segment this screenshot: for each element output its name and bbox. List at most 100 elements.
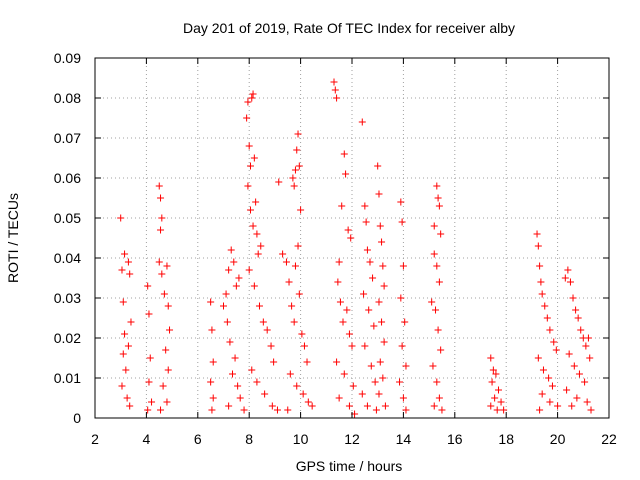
data-point bbox=[155, 258, 163, 266]
data-point bbox=[380, 282, 388, 290]
y-axis-tick-labels: 0 0.01 0.02 0.03 0.04 0.05 0.06 0.07 0.08 0.09 bbox=[54, 50, 81, 426]
data-point bbox=[568, 402, 576, 410]
data-point bbox=[297, 206, 305, 214]
data-point bbox=[230, 258, 238, 266]
data-point bbox=[293, 382, 301, 390]
data-point bbox=[434, 326, 442, 334]
data-point bbox=[119, 298, 127, 306]
data-point bbox=[573, 394, 581, 402]
data-point bbox=[245, 142, 253, 150]
data-point bbox=[340, 370, 348, 378]
data-point bbox=[270, 358, 278, 366]
data-point bbox=[158, 214, 166, 222]
data-point bbox=[492, 370, 500, 378]
data-point bbox=[586, 354, 594, 362]
data-point bbox=[587, 406, 595, 414]
data-point bbox=[362, 218, 370, 226]
data-point bbox=[118, 382, 126, 390]
data-point bbox=[379, 262, 387, 270]
data-point bbox=[374, 162, 382, 170]
data-point bbox=[381, 402, 389, 410]
data-point bbox=[581, 378, 589, 386]
data-point bbox=[231, 354, 239, 362]
data-point bbox=[548, 382, 556, 390]
data-point bbox=[435, 394, 443, 402]
data-point bbox=[253, 230, 261, 238]
data-point bbox=[366, 258, 374, 266]
data-point bbox=[437, 346, 445, 354]
data-point bbox=[121, 330, 129, 338]
data-point bbox=[537, 278, 545, 286]
data-point bbox=[375, 190, 383, 198]
data-point bbox=[279, 250, 287, 258]
data-point bbox=[249, 90, 257, 98]
data-point bbox=[574, 314, 582, 322]
data-point bbox=[253, 378, 261, 386]
data-point bbox=[437, 230, 445, 238]
data-point bbox=[160, 290, 168, 298]
data-point bbox=[378, 238, 386, 246]
data-point bbox=[331, 86, 339, 94]
data-point bbox=[225, 266, 233, 274]
x-axis-label: GPS time / hours bbox=[296, 458, 403, 474]
data-point bbox=[208, 326, 216, 334]
data-point bbox=[358, 390, 366, 398]
x-tick-label: 10 bbox=[293, 431, 309, 447]
data-point bbox=[379, 374, 387, 382]
data-point bbox=[330, 78, 338, 86]
data-point bbox=[333, 358, 341, 366]
data-point bbox=[164, 302, 172, 310]
data-point bbox=[118, 266, 126, 274]
data-point bbox=[583, 398, 591, 406]
data-point bbox=[124, 342, 132, 350]
data-point bbox=[539, 366, 547, 374]
data-point bbox=[298, 330, 306, 338]
data-point bbox=[363, 246, 371, 254]
data-point bbox=[222, 290, 230, 298]
data-point bbox=[430, 402, 438, 410]
data-point bbox=[295, 162, 303, 170]
data-point bbox=[361, 202, 369, 210]
data-point bbox=[342, 170, 350, 178]
data-point bbox=[358, 118, 366, 126]
data-point bbox=[159, 382, 167, 390]
data-point bbox=[438, 406, 446, 414]
data-point bbox=[268, 402, 276, 410]
data-point bbox=[257, 242, 265, 250]
data-point bbox=[243, 114, 251, 122]
data-point bbox=[250, 154, 258, 162]
x-tick-label: 14 bbox=[396, 431, 412, 447]
data-point bbox=[145, 310, 153, 318]
data-point bbox=[361, 342, 369, 350]
data-point bbox=[285, 278, 293, 286]
data-point bbox=[536, 262, 544, 270]
data-point bbox=[372, 406, 380, 414]
data-point bbox=[397, 294, 405, 302]
data-point bbox=[304, 398, 312, 406]
data-point bbox=[223, 318, 231, 326]
data-point bbox=[554, 402, 562, 410]
data-point bbox=[375, 390, 383, 398]
data-point bbox=[538, 390, 546, 398]
data-point bbox=[563, 386, 571, 394]
data-point bbox=[122, 366, 130, 374]
data-point bbox=[378, 318, 386, 326]
data-point bbox=[162, 346, 170, 354]
data-point bbox=[290, 318, 298, 326]
data-point bbox=[491, 394, 499, 402]
data-point bbox=[538, 290, 546, 298]
data-point bbox=[127, 318, 135, 326]
data-point bbox=[398, 218, 406, 226]
data-point bbox=[126, 270, 134, 278]
data-point bbox=[584, 334, 592, 342]
data-point bbox=[294, 130, 302, 138]
data-point bbox=[290, 182, 298, 190]
data-point bbox=[228, 370, 236, 378]
data-point bbox=[123, 394, 131, 402]
x-tick-label: 2 bbox=[91, 431, 99, 447]
data-points bbox=[117, 78, 595, 418]
data-point bbox=[365, 306, 373, 314]
data-point bbox=[286, 370, 294, 378]
data-point bbox=[493, 406, 501, 414]
data-point bbox=[294, 242, 302, 250]
